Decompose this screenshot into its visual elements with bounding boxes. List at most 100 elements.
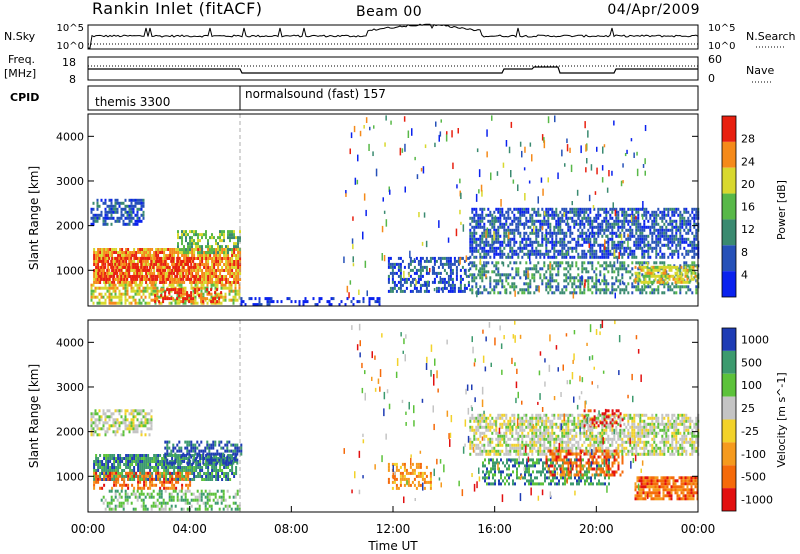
data-cell (613, 270, 616, 274)
data-cell (163, 477, 166, 481)
data-cell (575, 264, 578, 268)
data-cell (638, 261, 641, 267)
data-cell (135, 457, 138, 460)
data-cell (427, 271, 430, 275)
data-cell (112, 204, 115, 208)
data-cell (515, 217, 517, 221)
data-cell (585, 237, 588, 241)
data-cell (216, 288, 219, 292)
data-cell (588, 232, 591, 238)
data-cell (103, 454, 106, 457)
data-cell (117, 457, 120, 460)
data-cell (187, 275, 190, 278)
data-cell (643, 234, 646, 238)
data-cell (110, 274, 113, 278)
data-cell (634, 271, 637, 275)
data-cell (551, 243, 554, 247)
data-cell (90, 412, 93, 416)
data-cell (106, 213, 109, 217)
data-cell (441, 280, 444, 284)
data-cell (171, 281, 174, 284)
data-cell (509, 246, 512, 250)
data-cell (619, 234, 622, 238)
data-cell (152, 277, 155, 281)
data-cell (108, 207, 111, 211)
data-cell (229, 269, 232, 272)
data-cell (531, 219, 534, 223)
data-cell (393, 280, 396, 284)
data-cell (205, 254, 208, 257)
data-cell (171, 251, 174, 254)
data-cell (391, 280, 394, 284)
data-cell (501, 252, 504, 256)
data-cell (183, 281, 186, 284)
data-cell (203, 254, 206, 257)
data-cell (417, 274, 420, 278)
data-cell (567, 216, 570, 220)
data-cell (119, 248, 122, 251)
data-cell (397, 280, 400, 284)
data-cell (102, 268, 105, 272)
data-cell (475, 282, 478, 286)
data-cell (603, 219, 606, 223)
data-cell (620, 180, 623, 187)
data-cell (162, 262, 165, 266)
data-cell (471, 210, 474, 214)
data-cell (641, 225, 644, 229)
data-cell (127, 454, 130, 457)
data-cell (189, 469, 192, 472)
data-cell (113, 257, 116, 260)
data-cell (179, 474, 182, 478)
data-cell (641, 237, 644, 241)
data-cell (663, 285, 666, 289)
data-cell (479, 258, 482, 266)
data-cell (168, 292, 171, 296)
data-cell (655, 288, 658, 292)
noise-right-tick-low: 10^0 (708, 41, 735, 52)
data-cell (110, 301, 113, 305)
data-cell (551, 246, 554, 250)
data-cell (625, 216, 628, 220)
data-cell (121, 266, 124, 269)
data-cell (463, 271, 466, 275)
data-cell (175, 466, 178, 469)
data-cell (195, 242, 197, 246)
data-cell (213, 263, 216, 266)
data-cell (469, 255, 472, 259)
data-cell (517, 246, 520, 250)
data-cell (575, 210, 578, 214)
data-cell (102, 274, 105, 278)
data-cell (523, 282, 526, 286)
data-cell (207, 239, 209, 243)
data-cell (695, 291, 698, 295)
data-cell (185, 236, 187, 240)
data-cell (148, 286, 151, 290)
data-cell (691, 249, 694, 253)
data-cell (219, 269, 222, 272)
data-cell (403, 277, 406, 281)
data-cell (318, 300, 321, 304)
data-cell (219, 236, 221, 240)
data-cell (193, 263, 196, 266)
data-cell (597, 243, 600, 247)
data-cell (231, 269, 234, 272)
data-cell (575, 291, 578, 295)
data-cell (459, 274, 462, 278)
data-cell (633, 219, 636, 223)
data-cell (481, 246, 484, 250)
data-cell (503, 225, 506, 229)
data-cell (559, 249, 562, 253)
data-cell (190, 277, 193, 281)
freq-label-line2: [MHz] (4, 67, 36, 80)
data-cell (631, 255, 634, 259)
data-cell (579, 234, 582, 238)
data-cell (136, 274, 139, 278)
data-cell (152, 283, 155, 287)
data-cell (561, 237, 564, 241)
data-cell (535, 231, 538, 235)
data-cell (489, 249, 492, 253)
data-cell (663, 222, 666, 226)
data-cell (95, 263, 98, 266)
data-cell (655, 243, 658, 247)
data-cell (127, 477, 130, 481)
